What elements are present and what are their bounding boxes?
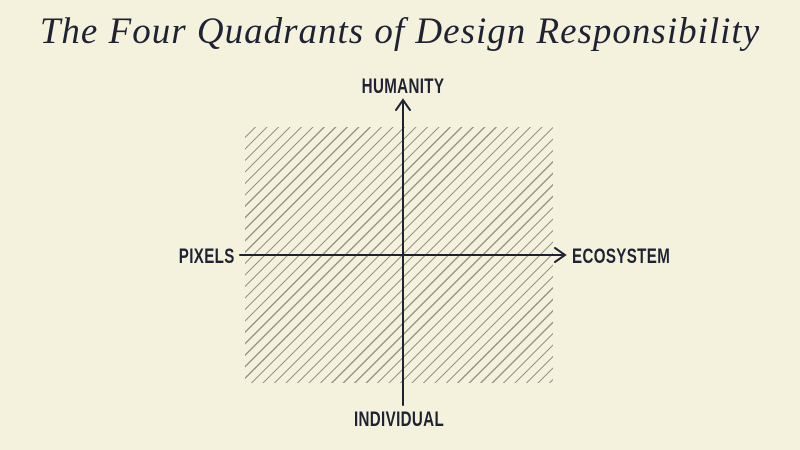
- horizontal-axis-arrowhead-icon: [554, 247, 567, 263]
- diagram-title: The Four Quadrants of Design Responsibil…: [39, 11, 761, 52]
- axis-label-ecosystem-text: ECOSYSTEM: [572, 245, 671, 268]
- axis-label-humanity-text: HUMANITY: [361, 75, 445, 98]
- axis-label-ecosystem: ECOSYSTEM: [572, 246, 708, 267]
- axis-label-humanity: HUMANITY: [346, 76, 461, 97]
- axis-label-individual: INDIVIDUAL: [336, 409, 461, 430]
- axis-label-individual-text: INDIVIDUAL: [353, 408, 445, 431]
- vertical-axis-arrowhead-icon: [395, 98, 411, 111]
- axis-label-pixels: PIXELS: [157, 246, 235, 267]
- axis-label-pixels-text: PIXELS: [179, 245, 235, 268]
